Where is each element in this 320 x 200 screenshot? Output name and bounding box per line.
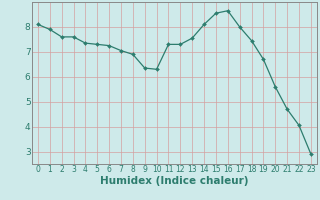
X-axis label: Humidex (Indice chaleur): Humidex (Indice chaleur)	[100, 176, 249, 186]
